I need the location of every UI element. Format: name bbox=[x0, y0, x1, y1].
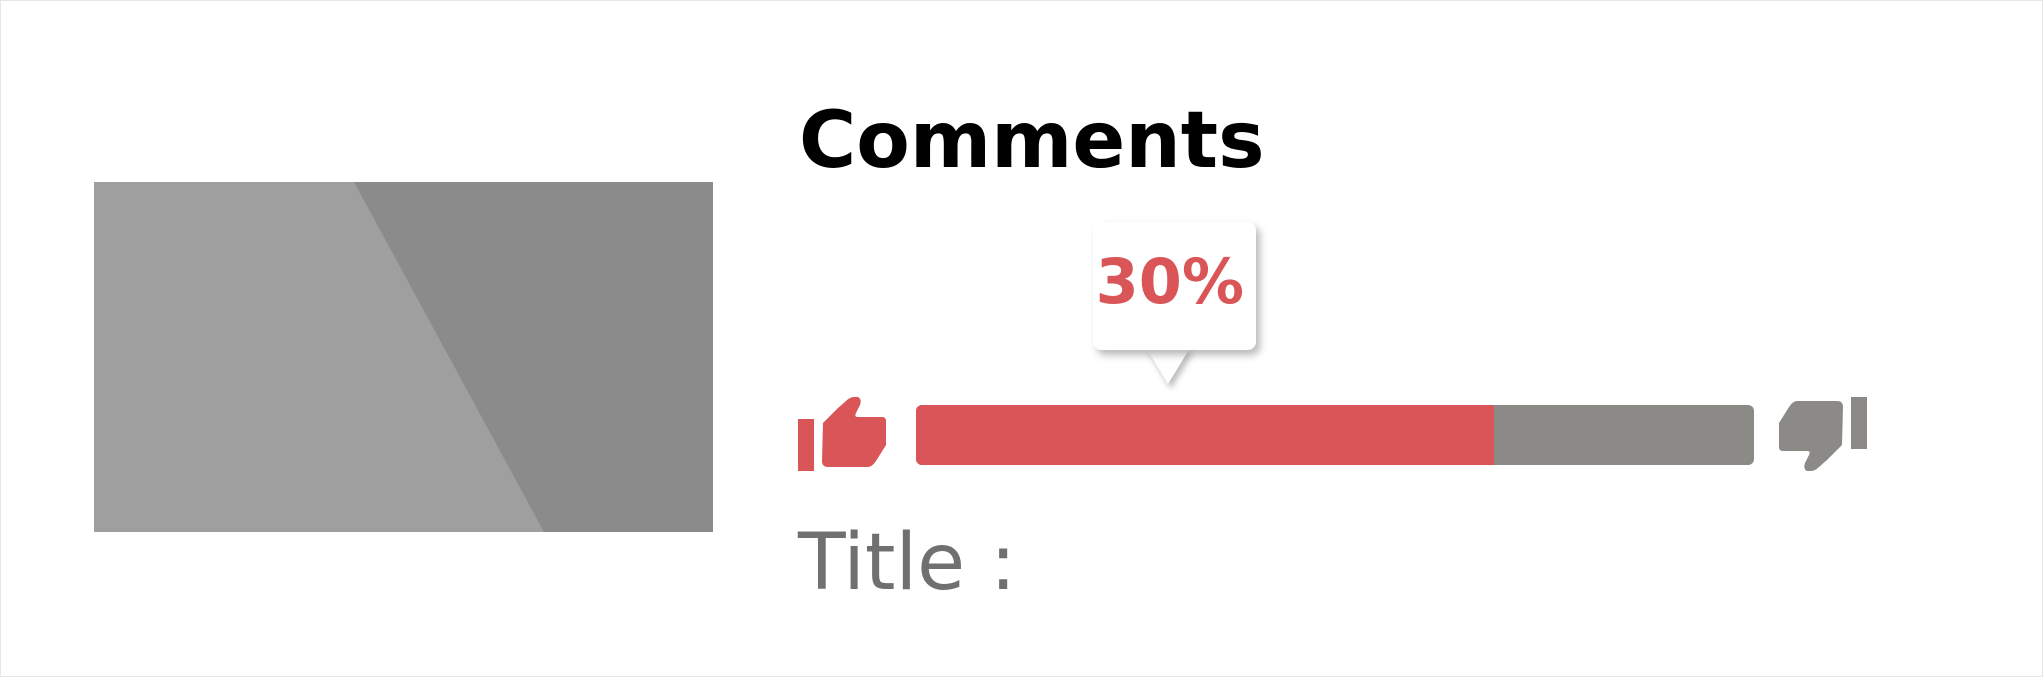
rating-bar bbox=[916, 405, 1754, 465]
percent-tooltip: 30% bbox=[1093, 222, 1256, 350]
tooltip-tail bbox=[1146, 348, 1190, 384]
title-label: Title : bbox=[798, 513, 1016, 613]
page-title: Comments bbox=[799, 85, 1265, 197]
thumbnail-placeholder bbox=[94, 182, 713, 532]
rating-bar-fill bbox=[916, 405, 1494, 465]
thumbs-up-icon[interactable] bbox=[798, 393, 890, 473]
percent-value: 30% bbox=[1093, 242, 1256, 322]
thumbs-down-icon[interactable] bbox=[1779, 395, 1871, 475]
